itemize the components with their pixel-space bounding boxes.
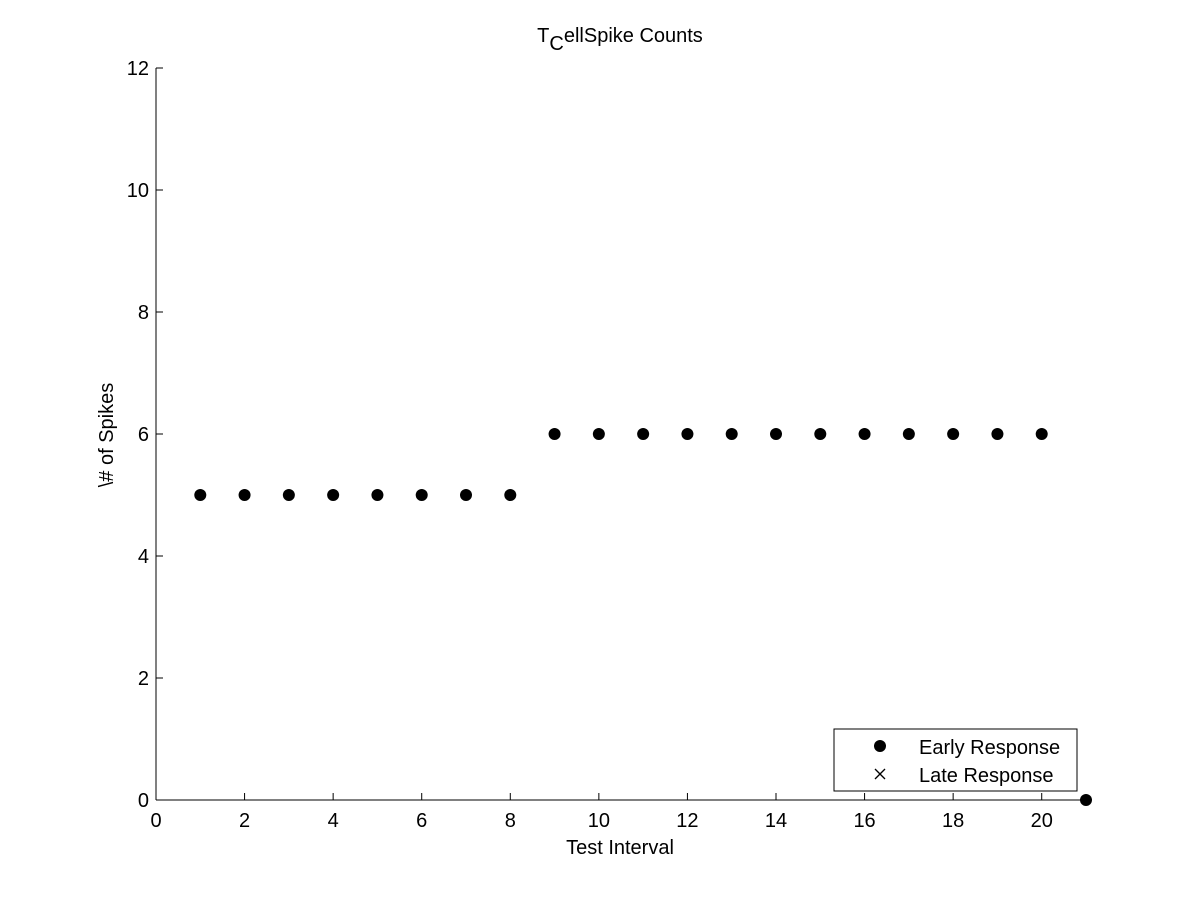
data-point-early-response [725,428,738,440]
chart-title-subscript: C [549,33,563,55]
data-point-early-response [858,428,871,440]
data-point-early-response [460,489,472,501]
x-axis-label: Test Interval [566,837,674,859]
data-point-early-response [814,428,827,440]
x-tick-label: 18 [942,810,964,832]
data-point-early-response [282,489,295,501]
data-point-early-response [1035,428,1048,440]
x-tick-label: 20 [1031,810,1053,832]
data-point-early-response [194,489,207,501]
data-point-early-response [770,428,782,440]
data-point-early-response [238,489,251,501]
legend-label-early-response: Early Response [919,737,1060,759]
data-point-early-response [947,428,960,440]
data-point-early-response [327,489,340,501]
data-point-early-response [415,489,428,501]
data-point-early-response [991,428,1004,440]
data-point-early-response [902,428,915,440]
data-point-early-response [504,489,517,501]
x-tick-label: 4 [328,810,339,832]
y-tick-label: 0 [138,790,149,812]
x-tick-label: 16 [853,810,875,832]
x-tick-label: 6 [416,810,427,832]
y-axis-label: \# of Spikes [96,383,118,488]
y-tick-label: 6 [138,424,149,446]
data-point-early-response [371,489,384,501]
chart-legend: Early Response Late Response [833,728,1078,792]
chart-title-rest: ellSpike Counts [564,25,703,47]
x-tick-label: 0 [150,810,161,832]
x-tick-label: 10 [588,810,610,832]
chart-title: TCellSpike Counts [537,25,703,55]
y-tick-label: 10 [127,180,149,202]
data-point-early-response [592,428,605,440]
legend-box [833,728,1078,792]
legend-marker-late-response [874,768,886,780]
data-point-early-response [637,428,650,440]
data-point-early-response [1080,794,1092,806]
y-tick-label: 8 [138,302,149,324]
y-tick-label: 12 [127,58,149,80]
x-tick-label: 12 [676,810,698,832]
data-point-early-response [548,428,561,440]
data-points [194,428,1092,806]
x-tick-label: 14 [765,810,787,832]
legend-marker-early-response [874,740,886,752]
y-tick-label: 2 [138,668,149,690]
legend-label-late-response: Late Response [919,765,1054,787]
y-tick-label: 4 [138,546,149,568]
x-tick-label: 8 [505,810,516,832]
axis-ticks: 0 2 4 6 8 10 12 14 16 18 20 0 2 4 6 8 10 12 [127,58,1053,832]
data-point-early-response [681,428,694,440]
x-tick-label: 2 [239,810,250,832]
chart-title-main: T [537,25,549,47]
